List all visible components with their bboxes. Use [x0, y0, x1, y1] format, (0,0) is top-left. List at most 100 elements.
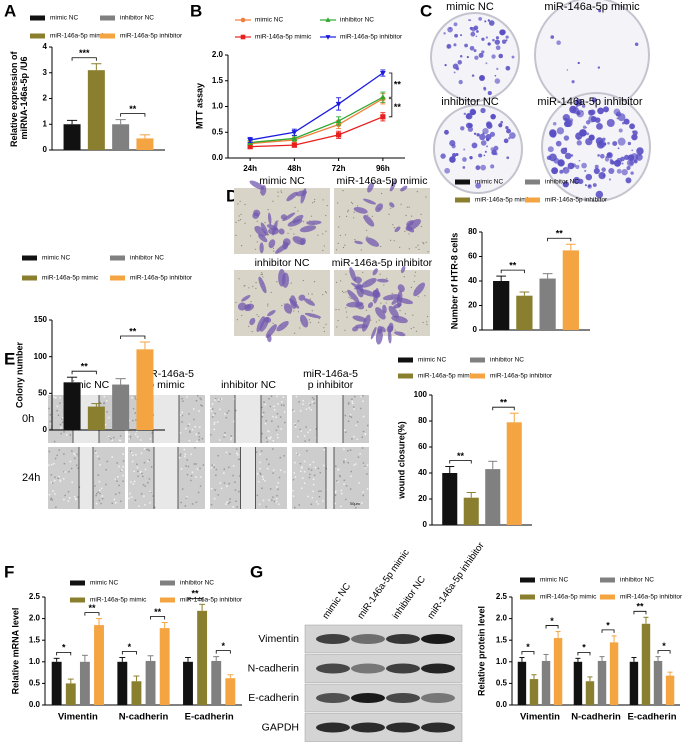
cell [387, 330, 392, 344]
bar [183, 661, 193, 705]
pore [417, 295, 419, 298]
cell-speckle [199, 426, 201, 428]
cell [300, 314, 309, 328]
cell-speckle [101, 497, 104, 500]
cell-speckle [180, 414, 182, 416]
cell-speckle [276, 433, 279, 436]
point [380, 70, 386, 77]
pore [318, 321, 320, 324]
cell-speckle [106, 411, 108, 413]
cell-speckle [279, 416, 282, 418]
pore [283, 303, 285, 305]
cell-speckle [360, 407, 362, 410]
colony [617, 137, 626, 146]
cell-speckle [263, 411, 265, 414]
cell-speckle [230, 438, 232, 441]
cell-speckle [347, 420, 350, 423]
cell-speckle [323, 464, 325, 467]
y-tick-label: 20 [418, 494, 427, 503]
cell-speckle [308, 476, 311, 479]
cell-speckle [63, 453, 65, 455]
cell-speckle [276, 494, 278, 497]
cell-speckle [48, 407, 50, 410]
colony [622, 121, 625, 125]
colony [550, 35, 555, 39]
colony [620, 156, 625, 162]
cell-speckle [214, 397, 217, 400]
cell-speckle [105, 483, 107, 486]
cell-speckle [232, 506, 234, 508]
colony [584, 169, 587, 172]
cell-speckle [347, 450, 349, 452]
cell-speckle [314, 466, 317, 469]
cell-speckle [307, 431, 309, 434]
pore [309, 321, 311, 324]
cell-speckle [108, 435, 110, 438]
wound-gap [154, 447, 178, 509]
cell [263, 316, 272, 323]
cell-speckle [313, 402, 316, 405]
colony [484, 150, 487, 153]
legend-label: mimic NC [255, 17, 283, 24]
y-tick-label: 0.5 [29, 679, 41, 688]
colony [494, 78, 501, 84]
cell-speckle [110, 438, 112, 440]
colony [463, 148, 466, 151]
colony [577, 61, 580, 65]
colony [478, 153, 483, 158]
cell-speckle [142, 484, 145, 486]
legend-swatch [70, 580, 85, 586]
cell-speckle [202, 464, 205, 466]
legend-swatch [525, 179, 540, 185]
colony [460, 34, 463, 37]
colony [595, 190, 604, 199]
cell [298, 294, 306, 301]
cell-speckle [308, 407, 310, 409]
cell [380, 326, 386, 333]
cell-speckle [186, 459, 188, 461]
pore [272, 247, 275, 249]
pore [406, 206, 408, 208]
pore [417, 244, 419, 246]
cell-speckle [98, 499, 100, 502]
colony [481, 50, 485, 54]
cell-speckle [283, 411, 286, 413]
cell-speckle [259, 473, 262, 476]
pore [299, 327, 301, 329]
y-tick-label: 1.0 [496, 657, 508, 666]
cell-speckle [232, 474, 234, 477]
cell-speckle [132, 407, 135, 410]
cell-speckle [150, 491, 152, 493]
colony [559, 169, 564, 174]
pore [317, 234, 319, 236]
colony [597, 66, 601, 69]
y-tick-label: 0.0 [212, 153, 224, 162]
cell-speckle [116, 462, 118, 464]
pore [404, 230, 406, 232]
row-label: Vimentin [258, 633, 299, 645]
colony [590, 116, 597, 123]
cell-speckle [129, 481, 132, 483]
cell-speckle [196, 440, 198, 443]
cell-speckle [188, 413, 190, 415]
y-axis-label: Relative protein level [476, 606, 486, 696]
colony [444, 64, 447, 67]
y-tick-label: 2 [43, 94, 48, 103]
colony [473, 132, 477, 135]
pore [362, 271, 364, 273]
colony [566, 118, 569, 121]
point [336, 132, 342, 138]
cell-speckle [148, 478, 151, 480]
pore [408, 206, 410, 208]
cell-speckle [350, 416, 353, 418]
cell-speckle [77, 496, 79, 498]
cell-speckle [179, 432, 182, 434]
column-header-box: inhibitor NC [221, 380, 276, 392]
pore [254, 248, 257, 250]
x-tick-label: 72h [332, 164, 346, 173]
pore [335, 309, 337, 311]
cell-speckle [347, 462, 350, 464]
cell [280, 214, 287, 220]
colony [440, 153, 446, 159]
cell-speckle [134, 433, 137, 436]
